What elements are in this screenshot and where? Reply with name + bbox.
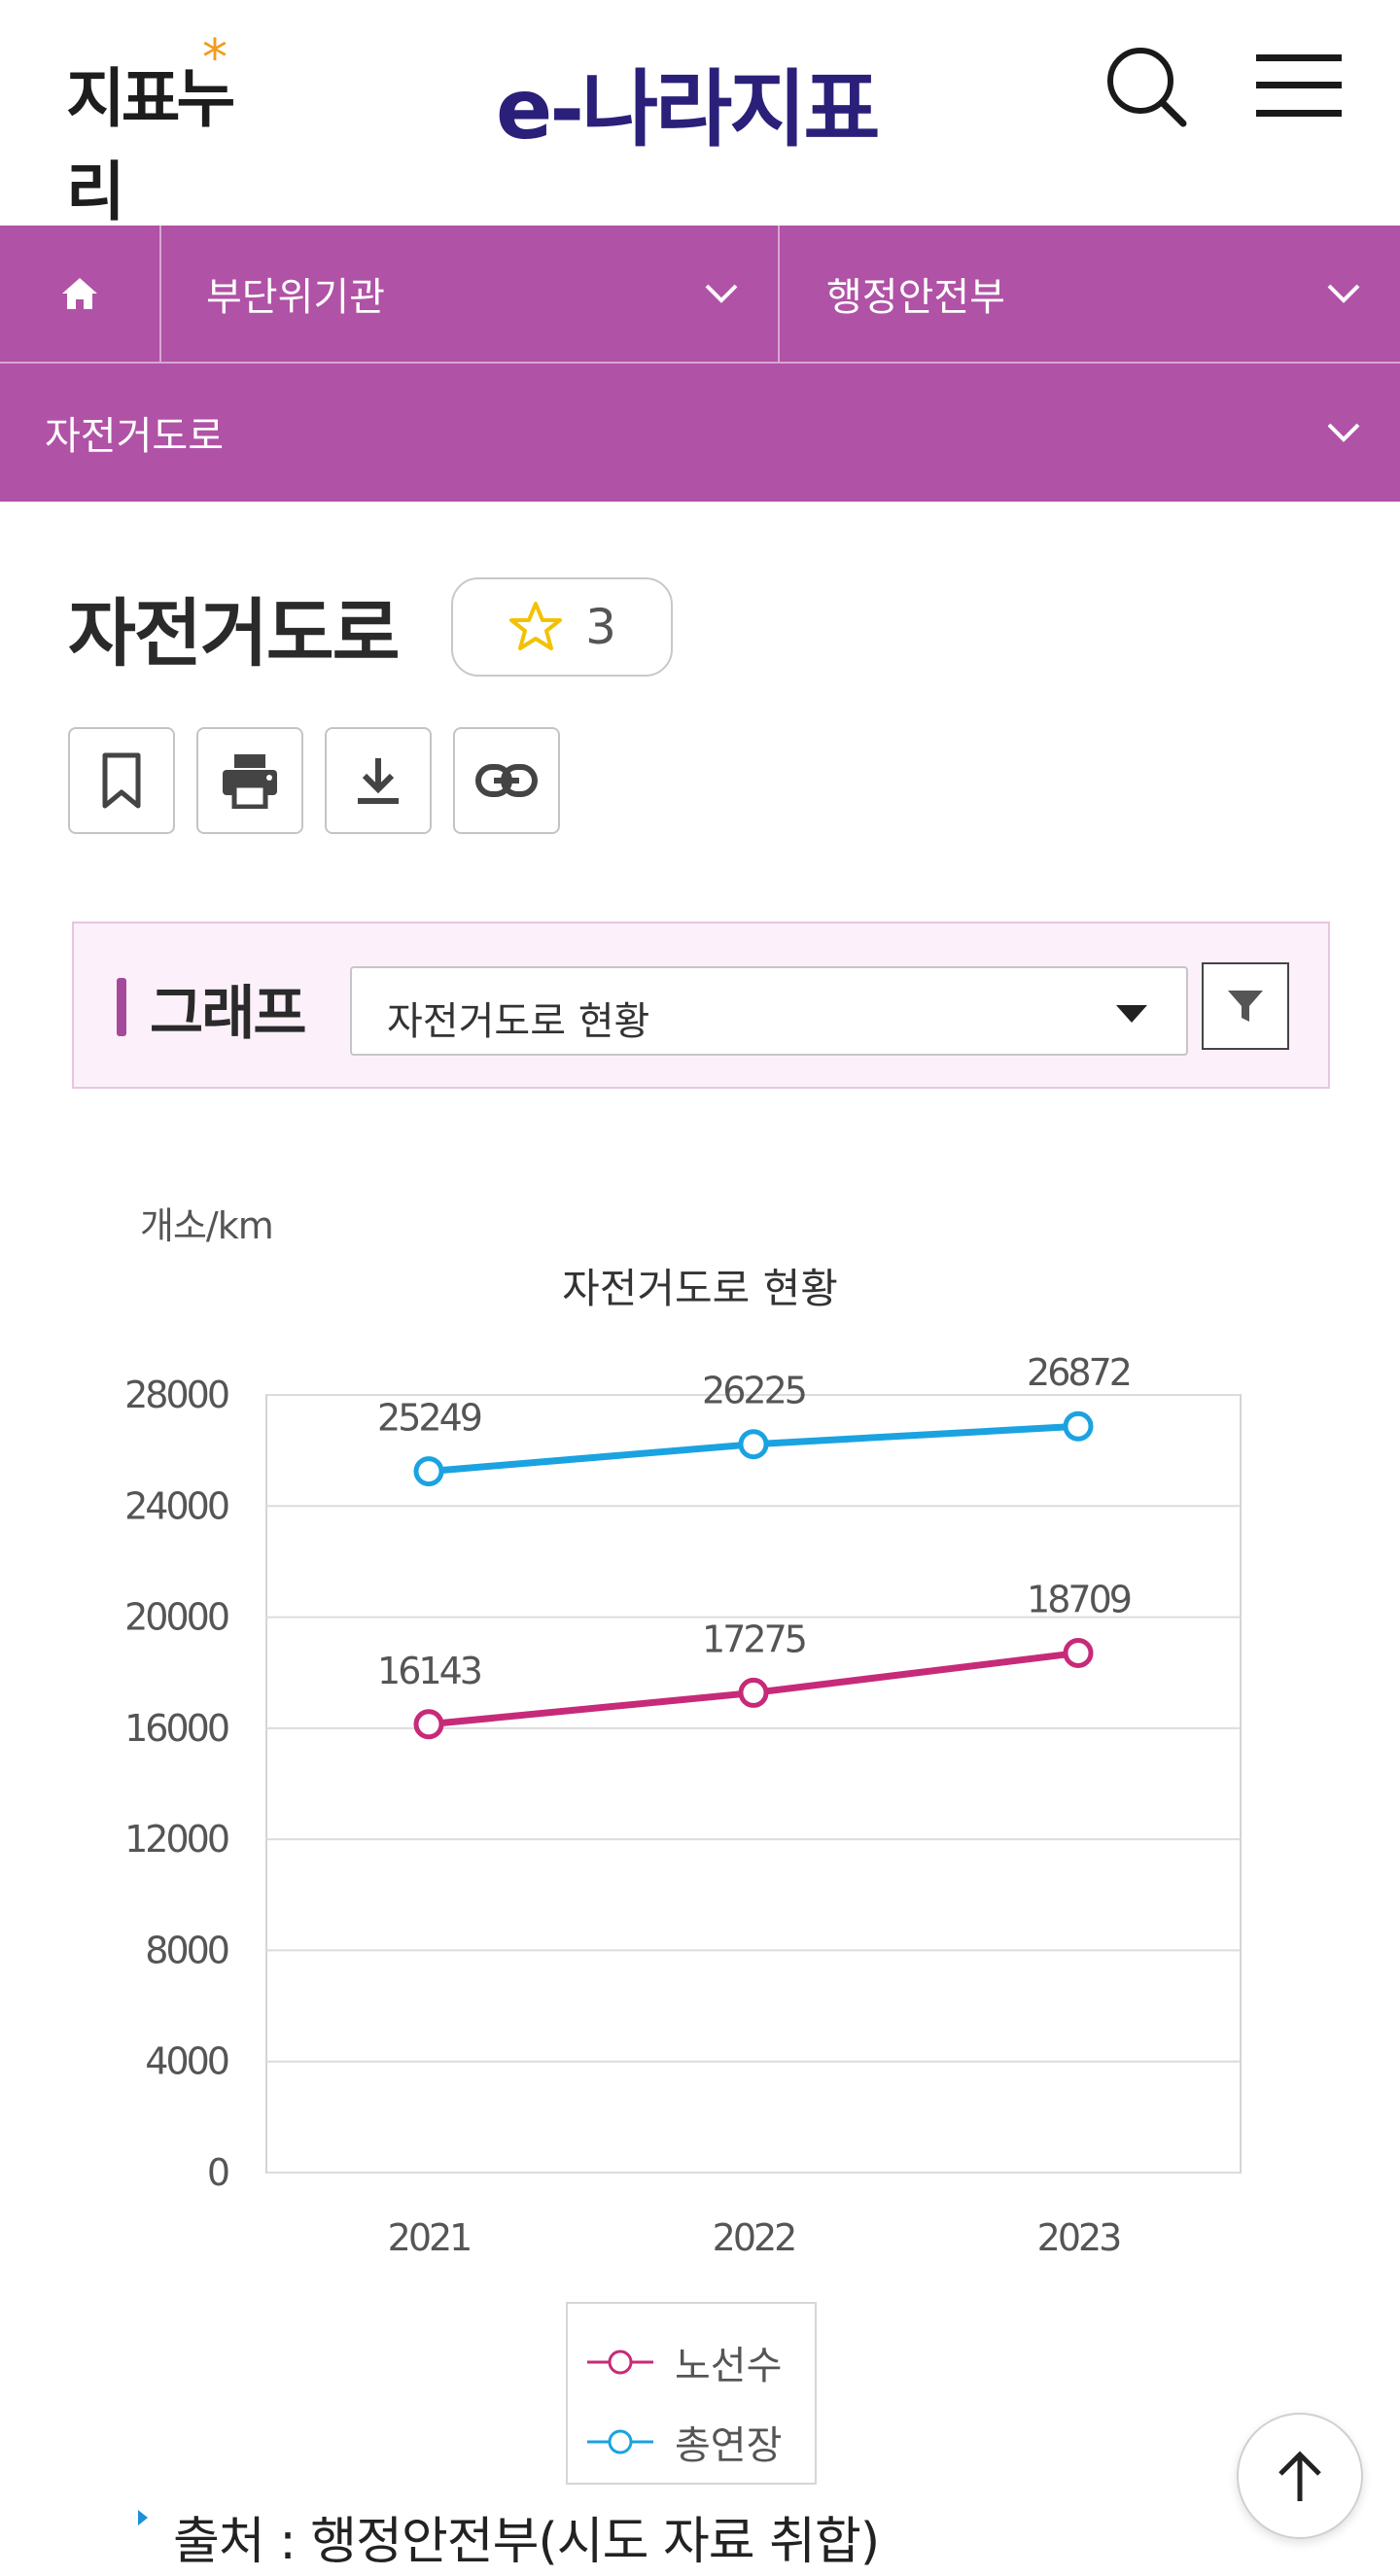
search-button[interactable] [1099,39,1192,132]
indicator-dropdown[interactable]: 자전거도로 [0,364,1400,502]
y-tick-label: 16000 [124,1707,228,1750]
bookmark-icon [102,752,141,809]
legend-marker-icon [587,2429,653,2454]
chart-unit: 개소/km [140,1204,274,1247]
caret-down-icon [1116,1005,1147,1023]
page-title: 자전거도로 [68,590,401,677]
data-label: 26872 [1027,1351,1130,1394]
y-tick-label: 4000 [145,2040,228,2083]
print-button[interactable] [196,727,303,834]
bookmark-button[interactable] [68,727,175,834]
graph-label-accent [117,978,126,1036]
chevron-down-icon [1327,284,1360,303]
menu-button[interactable] [1252,39,1346,132]
source-bullet-icon [138,2510,148,2525]
legend-item[interactable]: 노선수 [585,2333,782,2391]
data-point [1063,1637,1094,1668]
y-tick-label: 20000 [124,1596,228,1639]
y-tick-label: 0 [207,2151,228,2194]
hamburger-menu-icon [1256,54,1342,117]
chart-container: 개소/km 자전거도로 현황 0 4000 8000 12000 16000 20000 2… [0,1166,1400,2527]
data-point [413,1456,444,1487]
source-text: 출처 : 행정안전부(시도 자료 취합) [173,2513,880,2571]
graph-type-value: 자전거도로 현황 [387,999,650,1044]
legend-item[interactable]: 총연장 [585,2413,782,2471]
jipyonuri-logo[interactable]: 지표누리 * [66,29,280,229]
link-icon [475,764,538,797]
y-tick-label: 8000 [145,1929,228,1971]
plot-area [265,1394,1242,2174]
header: 지표누리 * e-나라지표 [0,0,1400,229]
chevron-down-icon [705,284,738,303]
data-point [738,1429,769,1460]
chart-title: 자전거도로 현황 [562,1265,838,1312]
x-tick-label: 2021 [388,2216,471,2259]
graph-label: 그래프 [150,980,307,1048]
data-label: 25249 [377,1397,481,1440]
home-icon [62,278,97,309]
jipyonuri-logo-text: 지표누리 [66,61,235,229]
print-icon [223,754,277,809]
e-narajipyo-logo[interactable]: e-나라지표 [496,29,904,158]
home-button[interactable] [0,226,161,362]
arrow-up-icon [1278,2451,1321,2501]
star-icon [509,602,563,650]
indicator-nav: 자전거도로 [0,364,1400,502]
data-point [738,1677,769,1708]
x-tick-label: 2022 [713,2216,795,2259]
data-label: 17275 [702,1618,805,1660]
graph-selector-panel: 그래프 자전거도로 현황 [72,922,1330,1089]
chevron-down-icon [1327,423,1360,442]
download-button[interactable] [325,727,432,834]
filter-icon [1228,991,1263,1022]
favorite-button[interactable]: 3 [451,577,673,677]
search-icon [1107,48,1187,127]
legend-label: 노선수 [675,2344,783,2388]
favorite-count: 3 [585,599,616,655]
scroll-top-button[interactable] [1237,2413,1363,2539]
graph-type-select[interactable]: 자전거도로 현황 [350,966,1188,1056]
data-point [413,1709,444,1740]
e-narajipyo-logo-text: e-나라지표 [496,61,881,158]
data-label: 18709 [1027,1578,1131,1620]
data-label: 26225 [702,1370,805,1412]
y-tick-label: 28000 [124,1374,228,1416]
nav-divider [0,362,1400,364]
download-icon [358,758,399,804]
filter-button[interactable] [1202,962,1289,1050]
legend-label: 총연장 [675,2423,783,2468]
y-tick-label: 12000 [124,1818,228,1861]
logo-star-icon: * [202,29,228,87]
data-label: 16143 [377,1650,481,1692]
x-tick-label: 2023 [1037,2216,1121,2259]
line-chart: 0 4000 8000 12000 16000 20000 24000 28000 2021 20… [124,1351,1242,2259]
copy-link-button[interactable] [453,727,560,834]
data-point [1063,1410,1094,1442]
ministry-dropdown[interactable]: 행정안전부 [782,226,1400,362]
legend-marker-icon [587,2350,653,2375]
ministry-label: 행정안전부 [826,275,1005,320]
ministry-type-label: 부단위기관 [206,275,385,320]
indicator-label: 자전거도로 [45,414,224,459]
ministry-type-dropdown[interactable]: 부단위기관 [161,226,780,362]
chart-legend: 노선수 총연장 [566,2302,817,2485]
breadcrumb-nav: 부단위기관 행정안전부 [0,226,1400,362]
y-tick-label: 24000 [124,1484,228,1527]
